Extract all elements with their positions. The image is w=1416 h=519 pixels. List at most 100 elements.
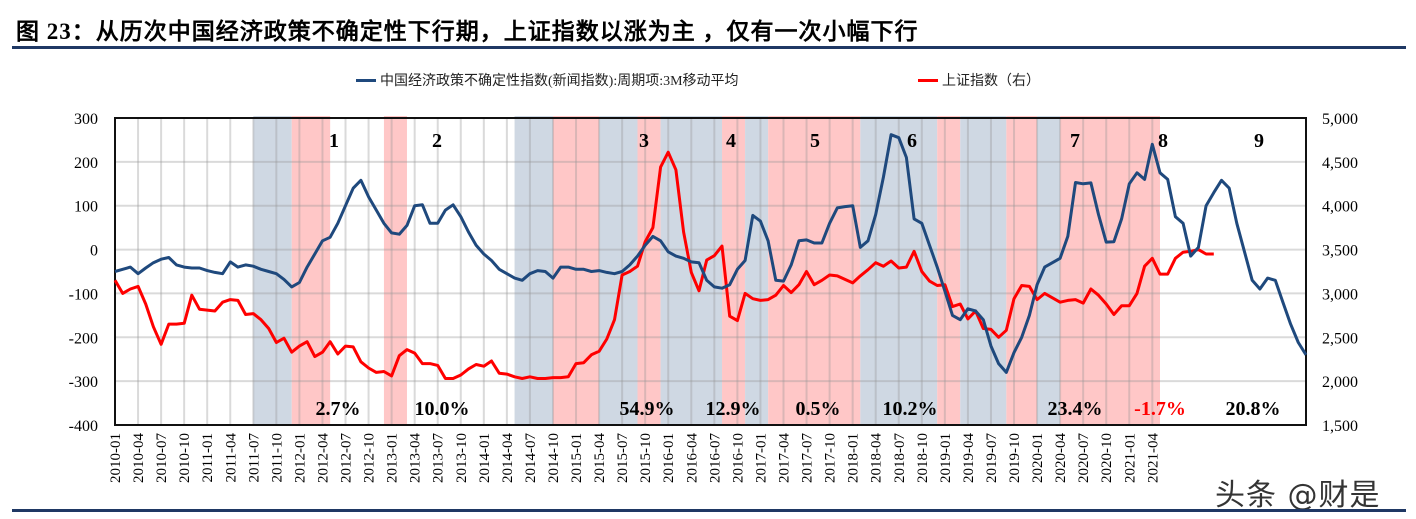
x-tick-label: 2012-07 bbox=[339, 433, 355, 483]
x-tick-label: 2010-01 bbox=[108, 433, 124, 483]
x-tick-label: 2013-07 bbox=[431, 433, 447, 483]
down-period-shade bbox=[383, 116, 407, 425]
chart-legend: 中国经济政策不确定性指数(新闻指数):周期项:3M移动平均 上证指数（右） bbox=[0, 70, 1416, 90]
left-y-tick-label: 0 bbox=[90, 243, 98, 260]
x-tick-label: 2019-10 bbox=[1007, 433, 1023, 483]
legend-item-uncertainty: 中国经济政策不确定性指数(新闻指数):周期项:3M移动平均 bbox=[356, 70, 739, 90]
x-tick-label: 2018-01 bbox=[846, 433, 862, 483]
x-tick-label: 2010-04 bbox=[131, 433, 147, 483]
right-y-tick-label: 3,500 bbox=[1322, 243, 1358, 260]
right-y-tick-label: 4,500 bbox=[1322, 155, 1358, 172]
down-period-shade bbox=[937, 116, 961, 425]
down-period-shade bbox=[1006, 116, 1038, 425]
title-rule bbox=[12, 46, 1406, 49]
left-y-tick-label: -300 bbox=[69, 374, 98, 391]
left-y-tick-label: 100 bbox=[74, 199, 98, 216]
x-tick-label: 2021-01 bbox=[1122, 433, 1138, 483]
period-change-label: 20.8% bbox=[1226, 398, 1281, 420]
x-tick-label: 2017-04 bbox=[776, 433, 792, 483]
x-tick-label: 2011-07 bbox=[246, 433, 262, 483]
left-y-axis: 300 200 100 0 -100 -200 -300 -400 bbox=[69, 111, 98, 435]
x-tick-label: 2019-04 bbox=[961, 433, 977, 483]
x-tick-label: 2020-10 bbox=[1099, 433, 1115, 483]
x-tick-label: 2018-10 bbox=[915, 433, 931, 483]
down-period-shade bbox=[722, 116, 746, 425]
period-shades bbox=[253, 116, 1161, 425]
right-y-tick-label: 5,000 bbox=[1322, 111, 1358, 128]
legend-swatch-uncertainty bbox=[356, 78, 376, 82]
x-tick-label: 2016-01 bbox=[661, 433, 677, 483]
period-number-label: 2 bbox=[432, 130, 442, 152]
right-y-tick-label: 1,500 bbox=[1322, 418, 1358, 435]
x-tick-label: 2019-01 bbox=[938, 433, 954, 483]
left-y-tick-label: 300 bbox=[74, 111, 98, 128]
x-tick-label: 2018-04 bbox=[869, 433, 885, 483]
legend-swatch-sse bbox=[918, 78, 938, 82]
x-tick-label: 2020-07 bbox=[1076, 433, 1092, 483]
period-change-label: 23.4% bbox=[1048, 398, 1103, 420]
left-y-tick-label: -100 bbox=[69, 286, 98, 303]
period-number-label: 8 bbox=[1158, 130, 1168, 152]
right-y-tick-label: 4,000 bbox=[1322, 199, 1358, 216]
legend-label-sse: 上证指数（右） bbox=[942, 74, 1040, 89]
x-tick-label: 2020-01 bbox=[1030, 433, 1046, 483]
right-y-tick-label: 2,000 bbox=[1322, 374, 1358, 391]
period-change-label: 12.9% bbox=[706, 398, 761, 420]
x-tick-label: 2012-10 bbox=[362, 433, 378, 483]
down-period-shade bbox=[637, 116, 661, 425]
x-tick-label: 2017-07 bbox=[800, 433, 816, 483]
figure-title: 图 23：从历次中国经济政策不确定性下行期，上证指数以涨为主 ，仅有一次小幅下行 bbox=[16, 19, 919, 44]
watermark: 头条 @财是 bbox=[1215, 478, 1381, 513]
x-tick-label: 2014-04 bbox=[500, 433, 516, 483]
x-tick-label: 2020-04 bbox=[1053, 433, 1069, 483]
sse-index-line bbox=[113, 150, 1214, 380]
up-period-shade bbox=[745, 116, 769, 425]
period-number-label: 7 bbox=[1070, 130, 1080, 152]
x-tick-label: 2012-04 bbox=[315, 433, 331, 483]
x-tick-label: 2014-10 bbox=[546, 433, 562, 483]
left-y-tick-label: -400 bbox=[69, 418, 98, 435]
period-number-label: 9 bbox=[1254, 130, 1264, 152]
up-period-shade bbox=[253, 116, 292, 425]
period-number-label: 5 bbox=[810, 130, 820, 152]
down-period-shade bbox=[291, 116, 331, 425]
up-period-shade bbox=[960, 116, 1007, 425]
left-y-tick-label: 200 bbox=[74, 155, 98, 172]
x-tick-label: 2013-10 bbox=[454, 433, 470, 483]
x-tick-label: 2019-07 bbox=[984, 433, 1000, 483]
period-number-label: 1 bbox=[329, 130, 339, 152]
uncertainty-index-line bbox=[114, 133, 1308, 374]
up-period-shade bbox=[514, 116, 553, 425]
left-y-tick-label: -200 bbox=[69, 330, 98, 347]
period-change-label: 2.7% bbox=[316, 398, 361, 420]
period-change-label: 0.5% bbox=[796, 398, 841, 420]
period-number-label: 6 bbox=[907, 130, 917, 152]
x-tick-label: 2015-01 bbox=[569, 433, 585, 483]
period-change-label: 10.0% bbox=[415, 398, 470, 420]
x-tick-label: 2011-01 bbox=[200, 433, 216, 482]
right-y-axis: 5,000 4,500 4,000 3,500 3,000 2,500 2,000 1,500 bbox=[1322, 111, 1358, 435]
period-change-label: -1.7% bbox=[1134, 398, 1186, 420]
x-tick-label: 2015-07 bbox=[615, 433, 631, 483]
x-tick-label: 2014-01 bbox=[477, 433, 493, 483]
x-tick-label: 2016-07 bbox=[707, 433, 723, 483]
down-period-shade bbox=[768, 116, 861, 425]
legend-item-sse: 上证指数（右） bbox=[918, 70, 1040, 90]
x-tick-label: 2013-04 bbox=[408, 433, 424, 483]
x-tick-label: 2014-07 bbox=[523, 433, 539, 483]
period-number-label: 3 bbox=[639, 130, 649, 152]
right-y-tick-label: 3,000 bbox=[1322, 286, 1358, 303]
x-tick-label: 2010-10 bbox=[177, 433, 193, 483]
period-number-label: 4 bbox=[726, 130, 736, 152]
up-period-shade bbox=[1037, 116, 1061, 425]
period-annotations: 1 2.7% 2 10.0% 3 54.9% 4 12.9% 5 0.5% 6 10.2% 7 23.4%… bbox=[316, 130, 1281, 420]
x-tick-label: 2013-01 bbox=[385, 433, 401, 483]
x-tick-label: 2012-01 bbox=[292, 433, 308, 483]
x-tick-label: 2017-10 bbox=[823, 433, 839, 483]
x-tick-label: 2011-10 bbox=[269, 433, 285, 482]
x-tick-label: 2017-01 bbox=[753, 433, 769, 483]
bottom-rule bbox=[12, 509, 1406, 512]
up-period-shade bbox=[860, 116, 938, 425]
x-tick-label: 2016-10 bbox=[730, 433, 746, 483]
